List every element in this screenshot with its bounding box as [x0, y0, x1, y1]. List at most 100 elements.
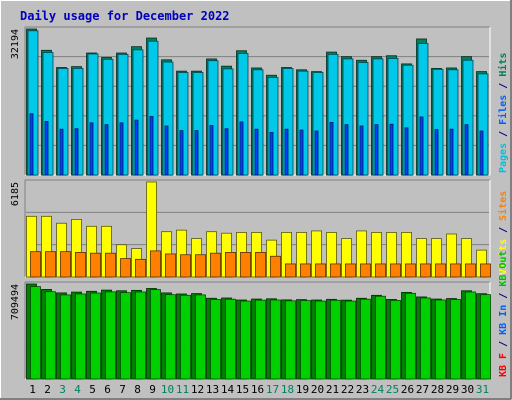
bar-sites-day-7	[120, 258, 131, 278]
x-tick-label-day-28: 28	[431, 383, 444, 396]
bar-sites-day-25	[390, 263, 401, 278]
x-tick-label-day-11: 11	[176, 383, 189, 396]
legend-entry: /	[498, 125, 509, 143]
bar-pages-day-10	[164, 125, 169, 176]
bar-sites-day-5	[90, 252, 101, 278]
bar-sites-day-16	[255, 252, 266, 278]
x-tick-label-day-21: 21	[326, 383, 339, 396]
bar-sites-day-24	[375, 263, 386, 278]
x-tick-label-day-13: 13	[206, 383, 219, 396]
bar-pages-day-9	[149, 116, 154, 176]
bar-kb-out-day-14	[225, 298, 236, 380]
bar-pages-day-7	[119, 122, 124, 176]
bar-pages-day-14	[224, 128, 229, 176]
bar-sites-day-31	[480, 263, 491, 278]
bar-kb-out-day-29	[450, 299, 461, 380]
legend-entry: Hits	[497, 53, 509, 77]
bar-sites-day-8	[135, 258, 146, 278]
x-tick-label-day-12: 12	[191, 383, 204, 396]
bar-pages-day-18	[284, 128, 289, 176]
x-tick-label-day-1: 1	[29, 383, 36, 396]
bar-sites-day-28	[435, 263, 446, 278]
legend-entry: Visits	[497, 239, 509, 275]
bar-sites-day-3	[60, 251, 71, 278]
bar-sites-day-19	[300, 263, 311, 278]
bar-kb-out-day-12	[195, 294, 206, 380]
bar-kb-out-day-8	[135, 291, 146, 380]
bar-kb-out-day-1	[30, 286, 41, 380]
bar-pages-day-17	[269, 131, 274, 176]
x-tick-label-day-14: 14	[221, 383, 235, 396]
bar-sites-day-29	[450, 263, 461, 278]
bar-pages-day-26	[404, 127, 409, 176]
bar-kb-out-day-19	[300, 300, 311, 380]
bar-sites-day-18	[285, 263, 296, 278]
bar-kb-out-day-22	[345, 300, 356, 380]
bar-kb-out-day-6	[105, 291, 116, 380]
bar-pages-day-15	[239, 121, 244, 176]
x-tick-label-day-31: 31	[476, 383, 489, 396]
panel-bottom: 709494 KB F / KB In / KB Out	[10, 251, 509, 380]
bar-kb-out-day-15	[240, 300, 251, 380]
bar-sites-day-9	[150, 250, 161, 278]
bar-kb-out-day-3	[60, 294, 71, 380]
bar-kb-out-day-24	[375, 295, 386, 380]
x-tick-label-day-30: 30	[461, 383, 474, 396]
bar-pages-day-2	[44, 121, 49, 176]
bar-pages-day-19	[299, 129, 304, 176]
x-tick-label-day-29: 29	[446, 383, 459, 396]
bar-sites-day-11	[180, 254, 191, 278]
bar-kb-out-day-20	[315, 300, 326, 380]
bar-kb-out-day-4	[75, 293, 86, 380]
bar-pages-day-30	[464, 124, 469, 176]
bar-sites-day-15	[240, 252, 251, 278]
bar-kb-out-day-2	[45, 291, 56, 380]
x-tick-label-day-15: 15	[236, 383, 249, 396]
legend-entry: /	[498, 287, 509, 305]
bar-kb-out-day-18	[285, 300, 296, 380]
bar-sites-day-20	[315, 263, 326, 278]
bar-pages-day-20	[314, 130, 319, 176]
bar-pages-day-21	[329, 121, 334, 176]
legend-entry: /	[498, 335, 509, 353]
x-tick-label-day-7: 7	[119, 383, 126, 396]
bar-sites-day-12	[195, 254, 206, 278]
bar-kb-out-day-30	[465, 291, 476, 380]
bar-sites-day-27	[420, 263, 431, 278]
bar-pages-day-16	[254, 128, 259, 176]
bar-sites-day-14	[225, 252, 236, 278]
panel-middle: 6185 Visits / Sites	[10, 179, 509, 278]
x-tick-label-day-25: 25	[386, 383, 399, 396]
legend-entry: Sites	[497, 191, 509, 221]
bar-kb-out-day-17	[270, 299, 281, 380]
bar-sites-day-10	[165, 253, 176, 278]
bar-pages-day-28	[434, 129, 439, 176]
x-tick-label-day-20: 20	[311, 383, 324, 396]
bar-sites-day-2	[45, 251, 56, 278]
x-tick-label-day-24: 24	[371, 383, 385, 396]
bar-pages-day-1	[29, 113, 34, 176]
x-tick-label-day-16: 16	[251, 383, 264, 396]
bar-pages-day-25	[389, 123, 394, 176]
bar-kb-out-day-7	[120, 292, 131, 380]
bar-kb-out-day-21	[330, 299, 341, 380]
bar-pages-day-5	[89, 122, 94, 176]
legend-entry: KB In	[498, 305, 509, 335]
x-tick-label-day-22: 22	[341, 383, 354, 396]
legend-entry: /	[498, 221, 509, 239]
bar-kb-out-day-16	[255, 299, 266, 380]
bar-pages-day-12	[194, 130, 199, 176]
bar-pages-day-22	[344, 124, 349, 176]
bar-kb-out-day-23	[360, 298, 371, 380]
legend-entry: /	[498, 77, 509, 95]
bar-sites-day-21	[330, 263, 341, 278]
bar-pages-day-11	[179, 130, 184, 176]
x-tick-label-day-23: 23	[356, 383, 369, 396]
bar-pages-day-3	[59, 128, 64, 176]
bar-pages-day-24	[374, 124, 379, 176]
panel-top: 32194 Pages / Files / Hits	[10, 26, 509, 176]
panel-bottom-legend: KB F / KB In / KB Out	[498, 251, 509, 377]
x-tick-label-day-19: 19	[296, 383, 309, 396]
bar-kb-out-day-26	[405, 292, 416, 380]
